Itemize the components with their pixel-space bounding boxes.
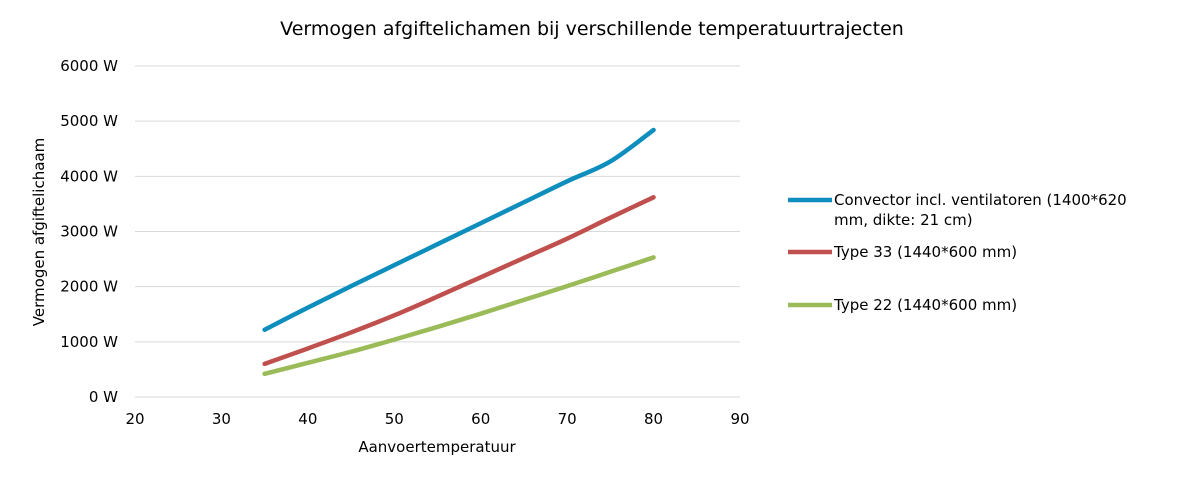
series-line-2 xyxy=(262,195,656,367)
y-tick-label: 5000 W xyxy=(60,112,118,130)
y-axis-label: Vermogen afgiftelichaam xyxy=(30,138,48,326)
legend-entry-1: Convector incl. ventilatoren (1400*620 mm… xyxy=(834,191,1127,229)
x-axis-ticks: 20 30 40 50 60 70 80 90 xyxy=(125,410,749,428)
y-tick-label: 3000 W xyxy=(60,223,118,241)
y-axis-ticks: 0 W 1000 W 2000 W 3000 W 4000 W 5000 W 6000 W xyxy=(60,57,118,406)
x-tick-label: 30 xyxy=(212,410,231,428)
gridlines xyxy=(135,65,740,343)
legend: Convector incl. ventilatoren (1400*620 mm… xyxy=(788,191,1127,314)
series-layer xyxy=(262,127,656,377)
x-tick-label: 70 xyxy=(558,410,577,428)
y-tick-label: 4000 W xyxy=(60,167,118,185)
legend-entry-3: Type 22 (1440*600 mm) xyxy=(833,296,1017,314)
y-tick-label: 2000 W xyxy=(60,278,118,296)
series-line-3 xyxy=(262,255,656,377)
legend-entry-2: Type 33 (1440*600 mm) xyxy=(833,243,1017,261)
x-tick-label: 50 xyxy=(385,410,404,428)
x-tick-label: 60 xyxy=(471,410,490,428)
y-tick-label: 6000 W xyxy=(60,57,118,75)
y-tick-label: 0 W xyxy=(89,388,118,406)
x-axis-label: Aanvoertemperatuur xyxy=(358,438,516,456)
x-tick-label: 80 xyxy=(644,410,663,428)
x-tick-label: 90 xyxy=(730,410,749,428)
series-line-1 xyxy=(262,127,656,332)
y-tick-label: 1000 W xyxy=(60,333,118,351)
x-tick-label: 20 xyxy=(125,410,144,428)
x-tick-label: 40 xyxy=(298,410,317,428)
chart-title: Vermogen afgiftelichamen bij verschillen… xyxy=(280,18,904,40)
